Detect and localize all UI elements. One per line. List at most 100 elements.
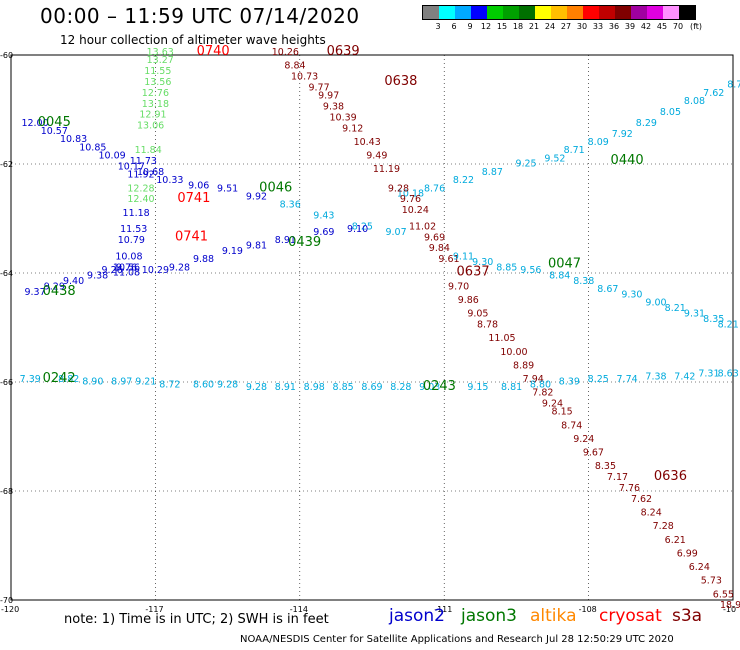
wave-height-value: 8.82 <box>58 374 79 385</box>
pass-time-label: 0046 <box>259 180 292 195</box>
wave-height-value: 9.19 <box>222 246 243 257</box>
legend-tick-label: 27 <box>560 22 572 31</box>
wave-height-value: 8.76 <box>424 183 445 194</box>
pass-time-label: 0636 <box>654 469 687 484</box>
wave-height-value: 9.76 <box>400 194 421 205</box>
wave-height-value: 11.02 <box>409 221 436 232</box>
wave-height-value: 10.17 <box>118 161 145 172</box>
wave-height-value: 10.26 <box>272 47 299 58</box>
pass-time-label: 0045 <box>38 115 71 130</box>
wave-height-value: 7.74 <box>617 374 638 385</box>
track-0242: 7.39 8.82 8.90 8.97 9.21 8.72 8.60 9.28 9.28 8.91… <box>20 371 441 393</box>
wave-height-value: 12.28 <box>127 183 154 194</box>
wave-height-value: 8.28 <box>390 382 411 393</box>
wave-height-value: 7.82 <box>532 388 553 399</box>
wave-height-value: 10.83 <box>60 134 87 145</box>
wave-height-value: 10.68 <box>137 167 164 178</box>
wave-height-value: 9.15 <box>467 382 488 393</box>
color-swatch-11 <box>599 6 615 19</box>
wave-height-value: 7.92 <box>612 129 633 140</box>
longitude-label: -111 <box>434 605 452 614</box>
mission-label-jason3: jason3 <box>461 606 517 626</box>
wave-height-value: 8.25 <box>352 221 373 232</box>
page-subtitle: 12 hour collection of altimeter wave hei… <box>60 33 326 47</box>
wave-height-value: 10.00 <box>500 347 527 358</box>
pass-time-label: 0047 <box>548 257 581 272</box>
legend-tick-label: 18 <box>512 22 524 31</box>
wave-height-value: 9.03 <box>419 382 440 393</box>
pass-time-label: 0741 <box>175 229 208 244</box>
wave-height-value: 9.06 <box>188 181 209 192</box>
wave-height-value: 9.21 <box>135 377 156 388</box>
wave-height-value: 10.24 <box>402 205 429 216</box>
wave-height-value: 11.19 <box>373 164 400 175</box>
wave-height-value: 13.18 <box>142 99 169 110</box>
wave-height-value: 8.81 <box>501 382 522 393</box>
wave-height-value: 5.73 <box>701 576 722 587</box>
legend-tick-label: 6 <box>451 22 457 31</box>
pass-time-label: 0638 <box>384 74 417 89</box>
wave-height-value: 9.24 <box>573 434 594 445</box>
wave-height-value: 9.25 <box>515 159 536 170</box>
color-swatch-8 <box>551 6 567 19</box>
wave-height-value: 10.08 <box>115 251 142 262</box>
legend-tick-label: 30 <box>576 22 588 31</box>
wave-height-value: 9.28 <box>217 379 238 390</box>
color-swatch-3 <box>471 6 487 19</box>
longitude-label: -10 <box>723 605 736 614</box>
wave-height-value: 7.42 <box>674 371 695 382</box>
wave-height-value: 9.69 <box>313 227 334 238</box>
track-0046: 8.36 9.43 8.25 9.07 0046 <box>259 180 406 238</box>
wave-height-value: 8.24 <box>641 508 662 519</box>
wave-height-value: 9.28 <box>388 183 409 194</box>
wave-height-value: 9.31 <box>684 309 705 320</box>
wave-height-value: 6.55 <box>713 589 734 600</box>
wave-height-value: 18.9 <box>720 600 740 611</box>
wave-height-value: 8.38 <box>573 276 594 287</box>
pass-time-label: 0639 <box>327 44 360 59</box>
wave-height-value: 10.18 <box>397 189 424 200</box>
wave-height-value: 10.33 <box>156 175 183 186</box>
pass-time-label: 0439 <box>288 235 321 250</box>
wave-height-value: 9.61 <box>438 254 459 265</box>
mission-label-s3a: s3a <box>672 606 703 626</box>
wave-height-value: 9.56 <box>520 265 541 276</box>
wave-height-value: 10.29 <box>142 265 169 276</box>
color-swatch-14 <box>647 6 663 19</box>
wave-height-value: 10.79 <box>118 235 145 246</box>
wave-height-value: 9.00 <box>645 298 666 309</box>
wave-height-value: 8.74 <box>561 420 582 431</box>
wave-height-value: 7.94 <box>523 374 544 385</box>
legend-tick-label: 3 <box>435 22 441 31</box>
wave-height-value: 8.85 <box>496 262 517 273</box>
wave-height-value: 8.09 <box>588 137 609 148</box>
wave-height-value: 9.92 <box>246 191 267 202</box>
wave-height-value: 9.07 <box>385 227 406 238</box>
map-axes: -60 -62 -64 -66 -68 -70-120 -117 -114 -111 -108 -1… <box>0 51 736 614</box>
legend-tick-label: 36 <box>608 22 620 31</box>
wave-height-value: 9.84 <box>429 243 450 254</box>
wave-height-value: 9.28 <box>246 382 267 393</box>
wave-height-value: 8.36 <box>280 200 301 211</box>
color-scale-legend: 3 6 9 12 15 18 21 24 27 30 33 36 39 42 45 70 (ft) <box>422 5 702 34</box>
wave-height-value: 10.09 <box>98 151 125 162</box>
wave-height-value: 11.18 <box>123 208 150 219</box>
wave-height-value: 13.63 <box>147 47 174 58</box>
latitude-label: -68 <box>0 487 13 496</box>
color-scale-labels: 3 6 9 12 15 18 21 24 27 30 33 36 39 42 45 70 (ft) <box>422 20 702 34</box>
color-swatch-0 <box>423 6 439 19</box>
pass-time-label: 0243 <box>423 379 456 394</box>
wave-height-value: 11.05 <box>488 333 515 344</box>
legend-tick-label: 39 <box>624 22 636 31</box>
pass-time-label: 0242 <box>43 371 76 386</box>
color-swatch-15 <box>663 6 679 19</box>
wave-height-value: 10.73 <box>291 72 318 83</box>
wave-height-value: 9.38 <box>87 270 108 281</box>
wave-height-value: 9.05 <box>467 309 488 320</box>
wave-height-value: 8.67 <box>597 284 618 295</box>
wave-height-value: 8.35 <box>703 314 724 325</box>
track-0637: 0637 <box>457 265 490 280</box>
track-0439: 10.29 9.289.88 9.19 9.81 8.91 9.69 9.10 0439 <box>142 224 368 276</box>
wave-height-value: 8.35 <box>595 461 616 472</box>
